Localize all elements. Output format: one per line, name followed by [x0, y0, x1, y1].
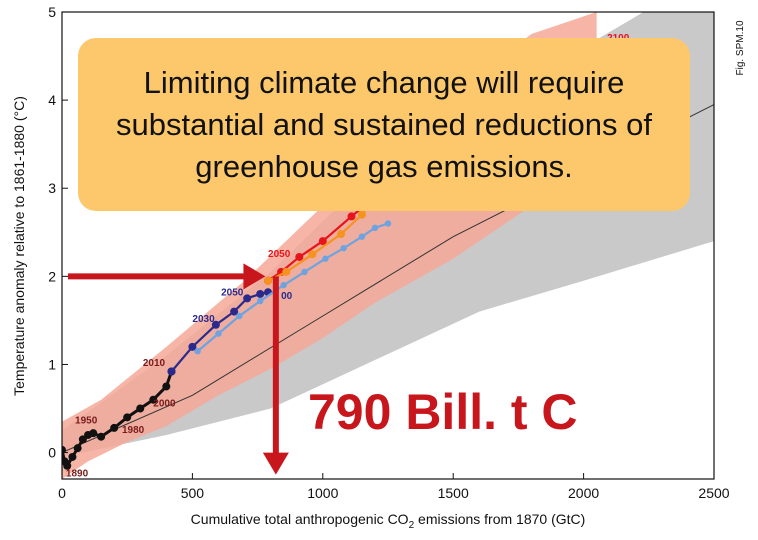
year-label: 1980 — [122, 425, 145, 436]
year-label: 2010 — [143, 358, 166, 369]
series-1-point — [73, 444, 82, 453]
series-layer — [62, 193, 392, 470]
series-2-point — [167, 367, 176, 376]
y-tick-label: 4 — [48, 92, 56, 108]
series-1-point — [123, 413, 132, 422]
series-3-point — [318, 237, 327, 246]
series-5-point — [215, 330, 222, 337]
year-label: 00 — [281, 291, 293, 302]
series-4-point — [357, 210, 366, 219]
x-ticks: 0 500 1000 1500 2000 2500 — [58, 473, 730, 501]
x-axis-title: Cumulative total anthropogenic CO2 emiss… — [191, 511, 586, 531]
series-1-point — [110, 423, 119, 432]
series-1-point — [68, 452, 77, 461]
year-label: 2030 — [192, 314, 215, 325]
series-1-point — [162, 382, 171, 391]
series-5-point — [371, 224, 379, 232]
series-1-point — [149, 395, 158, 404]
y-tick-label: 5 — [48, 4, 56, 20]
series-4-point — [264, 276, 273, 285]
callout-text: Limiting climate change will require sub… — [116, 64, 652, 184]
x-tick-label: 1500 — [438, 485, 469, 501]
year-label: 2000 — [153, 399, 176, 410]
series-4-point — [308, 250, 317, 259]
series-4-point — [282, 267, 291, 276]
series-5-point — [280, 281, 287, 289]
series-5-point — [340, 244, 347, 252]
series-2-point — [243, 294, 252, 303]
series-3-point — [347, 212, 356, 221]
series-5-point — [301, 268, 308, 276]
x-tick-label: 2000 — [568, 485, 599, 501]
horizontal-arrow-head — [243, 263, 266, 290]
series-5-point — [384, 220, 392, 227]
series-1-point — [78, 435, 87, 444]
year-label: 1950 — [75, 415, 98, 426]
series-1-point — [89, 429, 98, 438]
year-label: 2050 — [268, 249, 291, 260]
series-1-point — [62, 445, 66, 454]
year-label: 1890 — [66, 468, 89, 479]
series-5-point — [257, 297, 264, 305]
series-1-point — [136, 404, 145, 413]
series-5-point — [236, 312, 243, 320]
plot-frame — [61, 11, 715, 480]
y-tick-label: 2 — [48, 268, 56, 284]
y-tick-label: 3 — [48, 180, 56, 196]
series-2-point — [211, 320, 220, 329]
series-5-point — [322, 255, 329, 262]
series-4-point — [337, 230, 346, 239]
x-tick-label: 1000 — [307, 485, 338, 501]
series-2-point — [230, 307, 239, 316]
series-1-point — [63, 461, 72, 470]
x-tick-label: 500 — [181, 485, 205, 501]
y-tick-label: 0 — [48, 445, 56, 461]
x-tick-label: 2500 — [698, 485, 729, 501]
series-2-point — [256, 289, 265, 298]
series-5-point — [358, 233, 366, 240]
cumulative-emissions-label: 790 Bill. t C — [308, 384, 578, 440]
callout-box: Limiting climate change will require sub… — [78, 38, 690, 211]
y-tick-label: 1 — [48, 356, 56, 372]
y-ticks: 0 1 2 3 4 5 — [48, 4, 68, 461]
series-3-point — [295, 252, 304, 261]
vertical-arrow-head — [262, 452, 289, 475]
figure-label: Fig. SPM.10 — [735, 20, 746, 75]
series-2-point — [188, 342, 197, 351]
y-axis-title: Temperature anomaly relative to 1861-188… — [11, 96, 27, 396]
x-tick-label: 0 — [58, 485, 66, 501]
annotation-arrows — [68, 263, 289, 475]
series-1-point — [97, 432, 106, 441]
year-label: 2050 — [221, 288, 244, 299]
series-5-point — [194, 348, 201, 355]
